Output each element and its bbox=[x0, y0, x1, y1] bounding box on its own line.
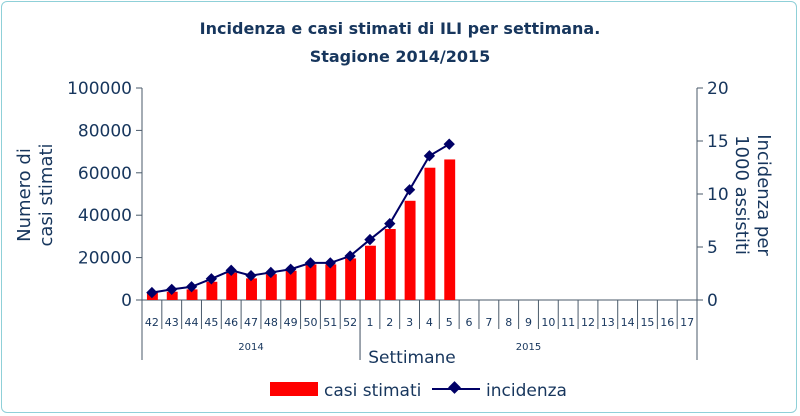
line-incidenza bbox=[151, 143, 450, 294]
point-incidenza bbox=[443, 138, 455, 150]
x-tick-label: 52 bbox=[343, 316, 357, 329]
point-incidenza bbox=[304, 257, 317, 269]
legend-diamond-icon bbox=[448, 381, 461, 394]
y2-tick-label: 5 bbox=[707, 238, 718, 258]
chart-title-line1: Incidenza e casi stimati di ILI per sett… bbox=[200, 19, 601, 38]
bar-casi-stimati bbox=[206, 281, 218, 300]
y2-tick-label: 0 bbox=[707, 291, 718, 311]
x-tick-label: 15 bbox=[640, 316, 654, 329]
y2-tick-label: 20 bbox=[707, 79, 729, 99]
point-incidenza bbox=[324, 257, 336, 269]
legend-bar-swatch bbox=[270, 382, 318, 396]
x-tick-label: 8 bbox=[505, 316, 512, 329]
bar-casi-stimati bbox=[226, 272, 238, 300]
x-tick-label: 44 bbox=[185, 316, 199, 329]
x-tick-label: 9 bbox=[525, 316, 532, 329]
bar-casi-stimati bbox=[186, 289, 198, 300]
y-tick-label: 0 bbox=[121, 291, 132, 311]
x-tick-label: 50 bbox=[303, 316, 317, 329]
point-incidenza bbox=[245, 269, 257, 282]
point-incidenza bbox=[423, 150, 436, 162]
x-tick-label: 49 bbox=[284, 316, 298, 329]
bar-casi-stimati bbox=[166, 291, 178, 300]
y-tick-label: 100000 bbox=[67, 79, 132, 99]
point-incidenza bbox=[364, 233, 376, 246]
x-tick-label: 17 bbox=[680, 316, 694, 329]
bar-casi-stimati bbox=[404, 200, 416, 300]
x-tick-label: 47 bbox=[244, 316, 258, 329]
point-incidenza bbox=[205, 273, 218, 285]
x-tick-label: 1 bbox=[366, 316, 373, 329]
bar-casi-stimati bbox=[325, 264, 337, 300]
y-tick-label: 60000 bbox=[78, 164, 132, 184]
point-incidenza bbox=[166, 283, 178, 296]
y-axis-label-line2: casi stimati bbox=[36, 143, 57, 246]
bar-casi-stimati bbox=[384, 228, 396, 300]
point-incidenza bbox=[403, 184, 416, 196]
point-incidenza bbox=[225, 264, 237, 276]
bar-casi-stimati bbox=[424, 167, 436, 300]
x-tick-label: 13 bbox=[601, 316, 615, 329]
x-tick-label: 46 bbox=[224, 316, 238, 329]
x-tick-label: 6 bbox=[466, 316, 473, 329]
x-tick-label: 45 bbox=[204, 316, 218, 329]
y-tick-label: 40000 bbox=[78, 206, 132, 226]
bar-casi-stimati bbox=[364, 245, 376, 300]
y2-axis-label-line1: Incidenza per bbox=[753, 134, 774, 256]
x-tick-label: 43 bbox=[165, 316, 179, 329]
legend-label-casi: casi stimati bbox=[324, 381, 421, 401]
x-tick-label: 51 bbox=[323, 316, 337, 329]
x-tick-label: 14 bbox=[621, 316, 635, 329]
chart-title-line2: Stagione 2014/2015 bbox=[310, 47, 491, 66]
x-tick-label: 11 bbox=[561, 316, 575, 329]
y2-tick-label: 15 bbox=[707, 132, 729, 152]
bar-casi-stimati bbox=[444, 159, 456, 300]
y-axis-label-line1: Numero di bbox=[14, 148, 35, 242]
x-tick-label: 10 bbox=[541, 316, 555, 329]
y-tick-label: 20000 bbox=[78, 249, 132, 269]
point-incidenza bbox=[185, 281, 198, 293]
x-tick-label: 48 bbox=[264, 316, 278, 329]
y2-tick-label: 10 bbox=[707, 185, 729, 205]
point-incidenza bbox=[384, 218, 396, 230]
point-incidenza bbox=[265, 266, 277, 279]
x-tick-label: 2 bbox=[386, 316, 393, 329]
bar-casi-stimati bbox=[246, 278, 257, 300]
year-label: 2015 bbox=[516, 342, 541, 353]
x-tick-label: 3 bbox=[406, 316, 413, 329]
y-tick-label: 80000 bbox=[78, 121, 132, 141]
x-tick-label: 5 bbox=[446, 316, 453, 329]
bar-casi-stimati bbox=[265, 274, 277, 300]
x-tick-label: 7 bbox=[485, 316, 492, 329]
x-tick-label: 4 bbox=[426, 316, 433, 329]
legend-label-incidenza: incidenza bbox=[486, 381, 567, 401]
x-tick-label: 16 bbox=[660, 316, 674, 329]
bar-casi-stimati bbox=[285, 270, 297, 300]
x-tick-label: 42 bbox=[145, 316, 159, 329]
point-incidenza bbox=[146, 286, 158, 299]
point-incidenza bbox=[285, 263, 297, 275]
y2-axis-label-line2: 1000 assistiti bbox=[731, 135, 752, 255]
x-axis-label: Settimane bbox=[368, 348, 456, 368]
year-label: 2014 bbox=[238, 342, 263, 353]
point-incidenza bbox=[344, 250, 356, 262]
bar-casi-stimati bbox=[345, 258, 357, 300]
bar-casi-stimati bbox=[305, 264, 317, 300]
x-tick-label: 12 bbox=[581, 316, 595, 329]
